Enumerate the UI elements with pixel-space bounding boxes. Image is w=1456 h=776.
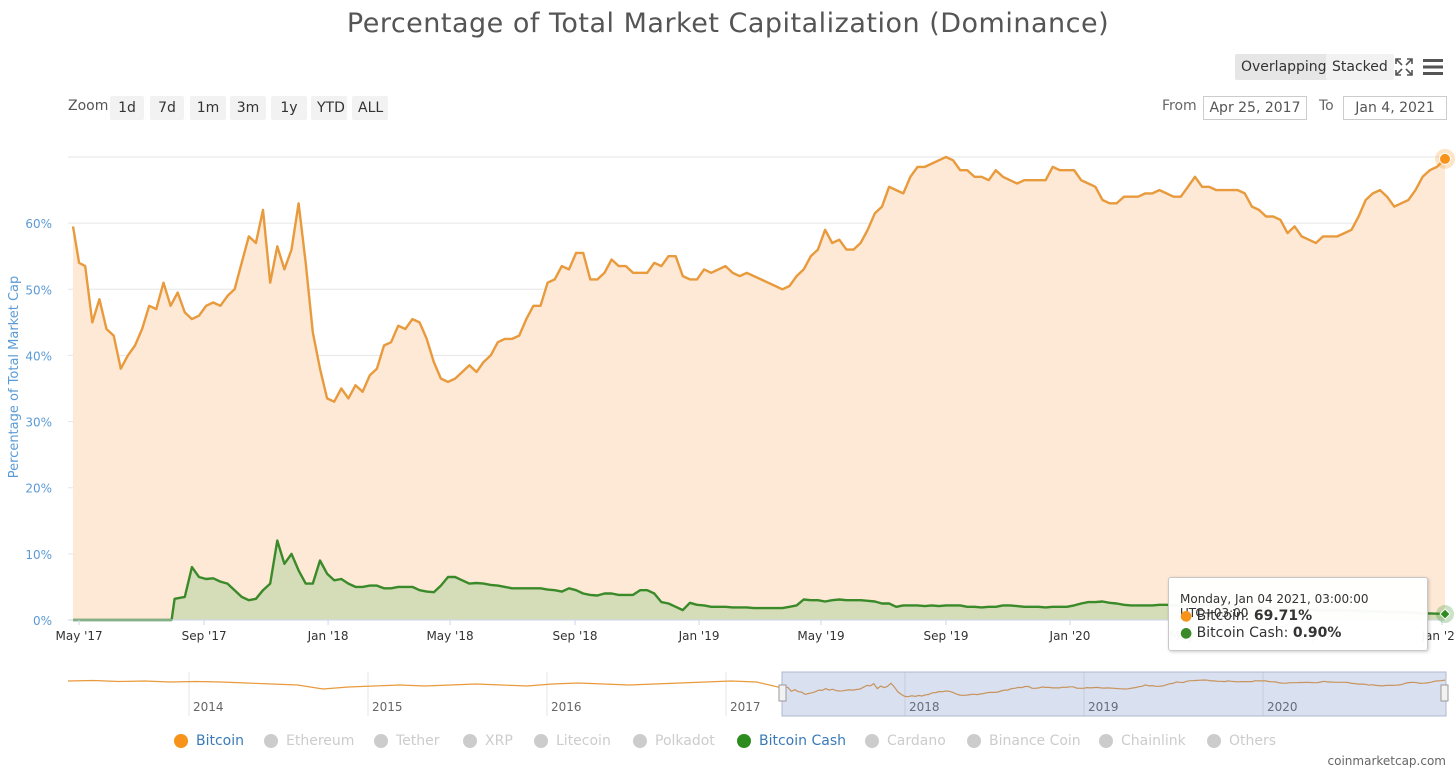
x-tick-label: Sep '18 — [553, 629, 598, 643]
legend-dot-icon — [967, 734, 981, 748]
x-tick-label: May '19 — [797, 629, 844, 643]
legend-dot-icon — [1099, 734, 1113, 748]
legend-dot-icon — [174, 734, 188, 748]
navigator-year-label: 2016 — [551, 700, 582, 714]
legend-label: Polkadot — [655, 733, 715, 749]
legend-item-litecoin[interactable]: Litecoin — [534, 733, 611, 749]
tooltip-bitcoin-label: Bitcoin: — [1196, 608, 1254, 624]
legend-label: Bitcoin Cash — [759, 733, 846, 749]
from-date-input[interactable]: Apr 25, 2017 — [1203, 96, 1307, 120]
legend-dot-icon — [865, 734, 879, 748]
x-tick-label: Jan '19 — [678, 629, 720, 643]
zoom-3m-button[interactable]: 3m — [230, 96, 266, 120]
bitcoin-cash-area — [73, 540, 1445, 620]
legend-label: Others — [1229, 733, 1277, 749]
navigator-year-label: 2019 — [1088, 700, 1119, 714]
main-chart[interactable]: May '17 Sep '17 Jan '18 May '18 Sep '18 Jan '… — [0, 0, 1456, 660]
x-tick-label: Jan '21 — [1421, 629, 1456, 643]
navigator[interactable]: 2014 2015 2016 2017 2018 2019 2020 — [0, 668, 1456, 728]
bitcoin-hover-marker — [1439, 152, 1451, 165]
zoom-ytd-button[interactable]: YTD — [311, 96, 347, 120]
legend-label: Tether — [396, 733, 440, 749]
y-tick-label: 20% — [25, 482, 52, 496]
zoom-all-button[interactable]: ALL — [352, 96, 388, 120]
navigator-series-line — [67, 679, 1446, 698]
y-tick-label: 0% — [33, 614, 52, 628]
bch-dot-icon: ● — [1180, 625, 1193, 641]
navigator-year-label: 2017 — [730, 700, 761, 714]
tooltip-bitcoin-row: ● Bitcoin: 69.71% — [1180, 608, 1312, 624]
legend-dot-icon — [633, 734, 647, 748]
zoom-7d-button[interactable]: 7d — [150, 96, 184, 120]
bitcoin-dot-icon: ● — [1180, 608, 1193, 624]
zoom-1d-button[interactable]: 1d — [110, 96, 144, 120]
credit-text[interactable]: coinmarketcap.com — [1327, 754, 1446, 768]
legend-dot-icon — [737, 734, 751, 748]
from-label: From — [1162, 98, 1197, 114]
tooltip-bch-row: ● Bitcoin Cash: 0.90% — [1180, 625, 1341, 641]
y-tick-label: 30% — [25, 416, 52, 430]
legend-item-cardano[interactable]: Cardano — [865, 733, 946, 749]
x-tick-label: Sep '19 — [923, 629, 968, 643]
tooltip-bch-label: Bitcoin Cash: — [1196, 625, 1293, 641]
legend-item-bitcoin[interactable]: Bitcoin — [174, 733, 244, 749]
zoom-1y-button[interactable]: 1y — [271, 96, 307, 120]
x-tick-label: May '17 — [55, 629, 102, 643]
navigator-year-label: 2015 — [372, 700, 403, 714]
x-tick-label: Sep '17 — [182, 629, 227, 643]
legend-item-bitcoin-cash[interactable]: Bitcoin Cash — [737, 733, 846, 749]
legend-dot-icon — [374, 734, 388, 748]
chart-tooltip: Monday, Jan 04 2021, 03:00:00 UTC+03:00 … — [1168, 577, 1428, 651]
legend-dot-icon — [534, 734, 548, 748]
legend-item-ethereum[interactable]: Ethereum — [264, 733, 354, 749]
tooltip-bitcoin-value: 69.71% — [1253, 608, 1313, 624]
legend-dot-icon — [463, 734, 477, 748]
navigator-selection[interactable] — [781, 671, 1447, 717]
legend-label: Binance Coin — [989, 733, 1081, 749]
fullscreen-icon[interactable] — [1393, 56, 1415, 78]
navigator-year-label: 2018 — [909, 700, 940, 714]
legend-item-tether[interactable]: Tether — [374, 733, 440, 749]
legend-label: XRP — [485, 733, 513, 749]
legend-label: Chainlink — [1121, 733, 1186, 749]
chart-title: Percentage of Total Market Capitalizatio… — [346, 8, 1110, 39]
x-tick-label: May '18 — [426, 629, 473, 643]
legend-item-binance-coin[interactable]: Binance Coin — [967, 733, 1081, 749]
hamburger-menu-icon[interactable] — [1421, 56, 1445, 78]
y-tick-label: 60% — [25, 217, 52, 231]
tooltip-date: Monday, Jan 04 2021, 03:00:00 UTC+03:00 — [1180, 592, 1369, 620]
navigator-left-handle[interactable] — [778, 684, 787, 702]
y-tick-label: 10% — [25, 548, 52, 562]
legend-dot-icon — [264, 734, 278, 748]
bitcoin-area — [73, 157, 1445, 620]
x-tick-label: Jan '18 — [307, 629, 349, 643]
bch-hover-marker — [1439, 608, 1451, 620]
stacked-button[interactable]: Stacked — [1326, 54, 1394, 80]
legend-dot-icon — [1207, 734, 1221, 748]
navigator-right-handle[interactable] — [1440, 684, 1449, 702]
zoom-label: Zoom — [68, 98, 109, 114]
y-tick-label: 40% — [25, 349, 52, 363]
to-date-input[interactable]: Jan 4, 2021 — [1343, 96, 1447, 120]
navigator-year-label: 2020 — [1267, 700, 1298, 714]
legend-item-chainlink[interactable]: Chainlink — [1099, 733, 1186, 749]
to-label: To — [1319, 98, 1334, 114]
bitcoin-line[interactable] — [71, 155, 1446, 403]
zoom-1m-button[interactable]: 1m — [190, 96, 226, 120]
legend-label: Bitcoin — [196, 733, 245, 749]
legend-item-polkadot[interactable]: Polkadot — [633, 733, 715, 749]
x-tick-label: Jan '20 — [1049, 629, 1091, 643]
tooltip-bch-value: 0.90% — [1292, 625, 1342, 641]
legend-label: Litecoin — [556, 733, 611, 749]
y-axis-label: Percentage of Total Market Cap — [7, 276, 22, 479]
legend-item-xrp[interactable]: XRP — [463, 733, 513, 749]
navigator-year-label: 2014 — [193, 700, 224, 714]
overlapping-button[interactable]: Overlapping — [1235, 54, 1333, 80]
legend-item-others[interactable]: Others — [1207, 733, 1276, 749]
y-tick-label: 50% — [25, 283, 52, 297]
legend-label: Ethereum — [286, 733, 355, 749]
legend-label: Cardano — [887, 733, 946, 749]
